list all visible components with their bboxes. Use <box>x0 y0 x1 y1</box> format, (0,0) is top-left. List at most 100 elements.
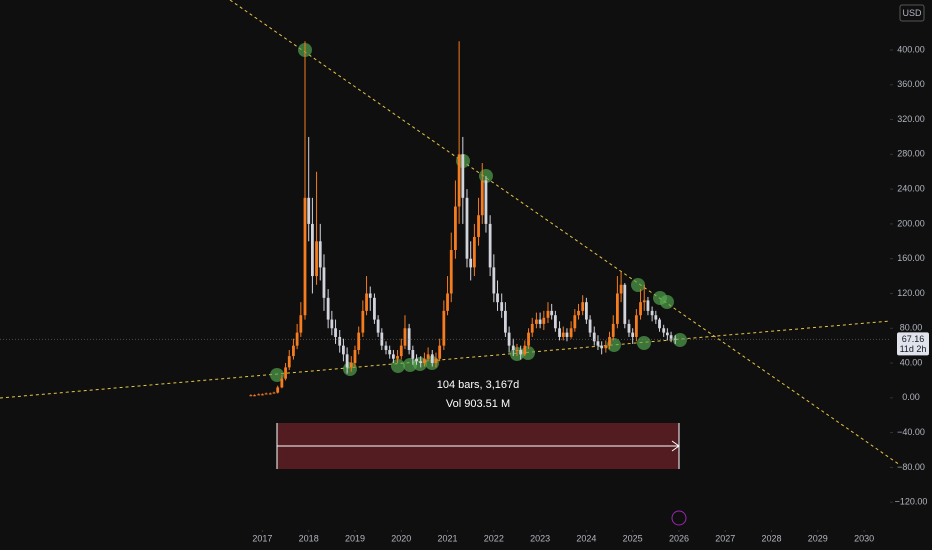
candle-body <box>376 319 380 333</box>
candle-body <box>454 206 457 250</box>
candle-body <box>303 197 307 316</box>
candle-body <box>349 363 353 368</box>
x-tick-label: 2025 <box>623 533 643 543</box>
candle-body <box>627 323 631 333</box>
event-icon[interactable] <box>671 510 687 526</box>
x-tick-label: 2027 <box>715 533 735 543</box>
candle-body <box>500 302 504 311</box>
candle-body <box>434 358 438 364</box>
candle-body <box>488 223 492 268</box>
annotation-circle <box>631 278 645 292</box>
candle-body <box>449 250 453 294</box>
candle-body <box>592 332 596 342</box>
candle-body <box>558 328 561 337</box>
x-tick-label: 2018 <box>299 533 319 543</box>
trend-line <box>0 320 891 399</box>
x-tick-label: 2023 <box>530 533 550 543</box>
candle-body <box>546 310 550 318</box>
candle-body <box>338 336 342 346</box>
candle-body <box>480 180 484 216</box>
candle-body <box>588 319 592 333</box>
y-tick-label: 360.00 <box>897 79 925 89</box>
candle-body <box>573 315 577 329</box>
candle-body <box>368 293 372 298</box>
measure-volume: Vol 903.51 M <box>446 398 510 410</box>
candle-body <box>669 335 673 339</box>
x-tick-label: 2020 <box>391 533 411 543</box>
candle-body <box>423 358 426 364</box>
candle-body <box>646 300 650 311</box>
candle-body <box>581 302 585 311</box>
candle-body <box>553 315 557 329</box>
measure-bars: 104 bars, 3,167d <box>437 379 520 391</box>
candle-body <box>569 328 573 337</box>
candle-body <box>411 350 415 359</box>
trend-line <box>229 0 901 466</box>
candle-body <box>261 394 264 396</box>
countdown: 11d 2h <box>900 344 927 354</box>
candle-body <box>292 345 295 357</box>
y-tick-label: 280.00 <box>897 149 925 159</box>
y-tick-label: −40.00 <box>897 427 925 437</box>
candle-body <box>503 310 507 333</box>
candle-body <box>391 354 395 359</box>
candle-body <box>623 284 627 324</box>
candle-body <box>257 394 261 396</box>
price-value: 67.16 <box>902 334 925 344</box>
candle-body <box>631 332 635 337</box>
candle-body <box>299 315 303 333</box>
candle-body <box>399 345 403 357</box>
candle-body <box>469 258 473 268</box>
y-tick-label: 40.00 <box>900 357 923 367</box>
candle-body <box>511 345 515 350</box>
candle-body <box>662 328 666 333</box>
candle-body <box>561 332 565 337</box>
candle-body <box>318 241 322 268</box>
candle-body <box>484 180 488 224</box>
candle-body <box>438 345 442 359</box>
candle-body <box>419 361 423 364</box>
candle-body <box>264 393 268 395</box>
candle-body <box>311 223 314 277</box>
candle-body <box>365 293 368 311</box>
candle-body <box>353 350 357 364</box>
candle-body <box>276 387 280 393</box>
currency-box[interactable] <box>899 4 925 22</box>
candle-body <box>287 356 291 368</box>
candle-body <box>326 297 330 320</box>
candle-body <box>322 267 326 298</box>
candle-body <box>523 345 527 355</box>
candle-body <box>565 332 569 337</box>
candle-body <box>357 332 361 350</box>
candle-body <box>415 358 418 362</box>
candle-body <box>268 393 272 395</box>
x-tick-label: 2017 <box>252 533 272 543</box>
candle-body <box>361 310 365 333</box>
candle-body <box>334 328 337 337</box>
candle-body <box>426 354 430 359</box>
x-tick-label: 2019 <box>345 533 365 543</box>
y-tick-label: 240.00 <box>897 184 925 194</box>
candle-body <box>446 293 449 311</box>
candle-body <box>615 293 619 324</box>
candle-body <box>634 315 638 337</box>
annotation-circle <box>637 336 651 350</box>
candle-body <box>272 392 276 394</box>
annotation-circle <box>270 368 284 382</box>
y-tick-label: 0.00 <box>902 392 920 402</box>
y-tick-label: −120.00 <box>895 497 928 507</box>
x-tick-label: 2028 <box>762 533 782 543</box>
candle-body <box>388 350 392 355</box>
candle-body <box>658 319 661 329</box>
x-tick-label: 2029 <box>808 533 828 543</box>
candle-body <box>384 345 388 350</box>
candle-body <box>619 284 623 294</box>
candle-body <box>507 332 511 346</box>
candle-body <box>342 345 345 355</box>
x-tick-label: 2024 <box>576 533 596 543</box>
candle-body <box>461 154 465 198</box>
candle-body <box>550 310 554 316</box>
candle-body <box>249 395 253 397</box>
